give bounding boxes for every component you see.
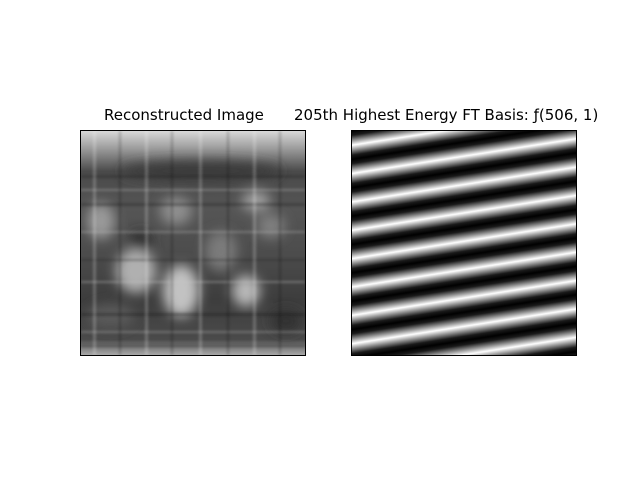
- basis-image: [352, 131, 576, 355]
- reconstructed-image-title: Reconstructed Image: [104, 106, 264, 124]
- reconstructed-image-panel: [80, 130, 306, 356]
- basis-image-panel: [351, 130, 577, 356]
- basis-image-title: 205th Highest Energy FT Basis: ƒ(506, 1): [294, 106, 599, 124]
- reconstructed-horizontal-streaks: [81, 175, 305, 347]
- reconstructed-image: [81, 131, 305, 355]
- reconstructed-vertical-streaks: [93, 131, 281, 355]
